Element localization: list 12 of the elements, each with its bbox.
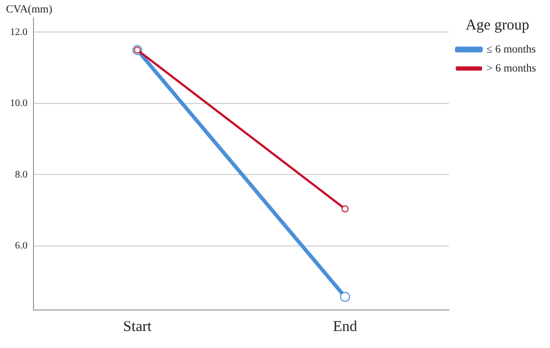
y-tick-label: 8.0 [15,169,28,180]
point [340,292,350,302]
legend-title: Age group [466,17,530,34]
y-tick-label: 12.0 [10,26,28,38]
legend-label: > 6 months [486,62,536,74]
x-tick-label: Start [123,318,152,335]
y-axis-title: CVA(mm) [6,3,53,16]
y-tick-label: 6.0 [15,240,28,252]
y-tick-label: 10.0 [10,98,28,110]
legend-label: ≤ 6 months [486,43,536,56]
x-tick-label: End [332,318,358,335]
point [342,205,349,212]
